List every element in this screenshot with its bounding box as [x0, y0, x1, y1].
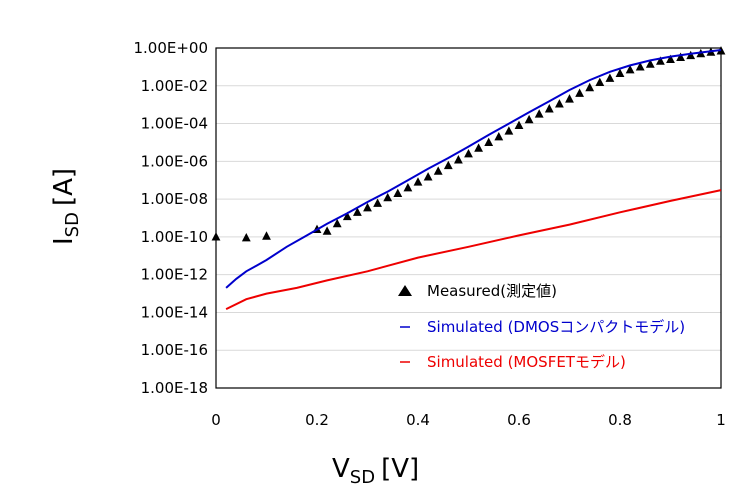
data-point-measured: [575, 88, 584, 97]
data-point-measured: [504, 126, 514, 135]
legend-label: Simulated (DMOSコンパクトモデル): [427, 318, 685, 336]
data-point-measured: [423, 172, 433, 181]
data-point-measured: [514, 120, 524, 129]
data-point-measured: [262, 231, 271, 240]
data-point-measured: [322, 226, 332, 235]
data-point-measured: [342, 211, 352, 221]
x-axis-title-sub: SD: [350, 467, 375, 488]
data-point-measured: [656, 56, 665, 65]
x-tick-label: 0.4: [406, 411, 430, 429]
series-line-2: [225, 189, 722, 310]
data-point-measured: [433, 166, 443, 175]
data-point-measured: [645, 59, 655, 68]
data-point-measured: [595, 77, 605, 87]
data-point-measured: [383, 192, 393, 202]
data-point-measured: [403, 182, 413, 192]
data-point-measured: [353, 207, 362, 216]
data-point-measured: [565, 94, 574, 103]
y-tick-label: 1.00E-10: [141, 228, 208, 246]
x-tick-label: 0.2: [305, 411, 329, 429]
y-axis-title: ISD [A]: [49, 168, 83, 245]
y-tick-label: 1.00E-14: [141, 303, 208, 321]
y-axis-title-unit: [A]: [49, 168, 79, 206]
grid-lines: [216, 47, 721, 389]
y-axis-title-main: I: [49, 237, 79, 245]
legend: Measured(測定値) Simulated (DMOSコンパクトモデル) Sim…: [398, 282, 685, 371]
data-point-measured: [524, 114, 534, 124]
x-axis-title-unit: [V]: [381, 454, 419, 484]
y-tick-label: 1.00E-18: [141, 379, 208, 397]
y-tick-label: 1.00E-16: [141, 341, 208, 359]
data-point-measured: [666, 54, 675, 63]
plot-area: [215, 47, 722, 389]
legend-label: Simulated (MOSFETモデル): [427, 353, 626, 371]
x-axis-title: VSD [V]: [332, 454, 419, 488]
x-tick-labels: 0 0.2 0.4 0.6 0.8 1: [211, 411, 726, 429]
data-point-measured: [373, 198, 382, 207]
legend-label: Measured(測定値): [427, 282, 557, 300]
data-point-measured: [363, 202, 372, 212]
data-point-measured: [635, 62, 645, 71]
data-point-measured: [413, 177, 423, 186]
x-tick-label: 0: [211, 411, 221, 429]
data-point-measured: [241, 232, 251, 242]
y-tick-label: 1.00E+00: [133, 39, 208, 57]
data-point-measured: [605, 73, 615, 82]
y-tick-label: 1.00E-08: [141, 190, 208, 208]
data-point-measured: [544, 104, 554, 113]
data-point-measured: [443, 160, 453, 170]
y-tick-label: 1.00E-12: [141, 266, 208, 284]
y-tick-labels: 1.00E+00 1.00E-02 1.00E-04 1.00E-06 1.00E-08…: [133, 39, 208, 397]
y-tick-label: 1.00E-04: [141, 115, 208, 133]
x-tick-label: 1: [716, 411, 726, 429]
data-point-measured: [474, 143, 483, 152]
plot-frame: [215, 47, 722, 389]
y-axis-title-sub: SD: [62, 212, 83, 237]
y-tick-label: 1.00E-06: [141, 152, 208, 170]
data-point-measured: [676, 52, 685, 61]
data-point-measured: [464, 149, 473, 158]
data-point-measured: [534, 109, 544, 118]
data-point-measured: [454, 155, 463, 164]
x-tick-label: 0.6: [507, 411, 531, 429]
data-point-measured: [686, 50, 696, 60]
data-point-measured: [332, 218, 342, 228]
data-point-measured: [484, 137, 494, 147]
data-point-measured: [585, 82, 595, 92]
data-point-measured: [625, 65, 635, 74]
series-line-1: [225, 49, 722, 289]
x-axis-title-main: V: [332, 454, 350, 484]
series-layer: [211, 46, 726, 310]
data-point-measured: [393, 188, 403, 198]
data-point-measured: [211, 232, 221, 241]
y-tick-label: 1.00E-02: [141, 77, 208, 95]
data-point-measured: [615, 68, 625, 78]
legend-marker-triangle: [398, 285, 412, 296]
data-point-measured: [555, 99, 564, 108]
x-tick-label: 0.8: [608, 411, 632, 429]
data-point-measured: [494, 131, 504, 141]
